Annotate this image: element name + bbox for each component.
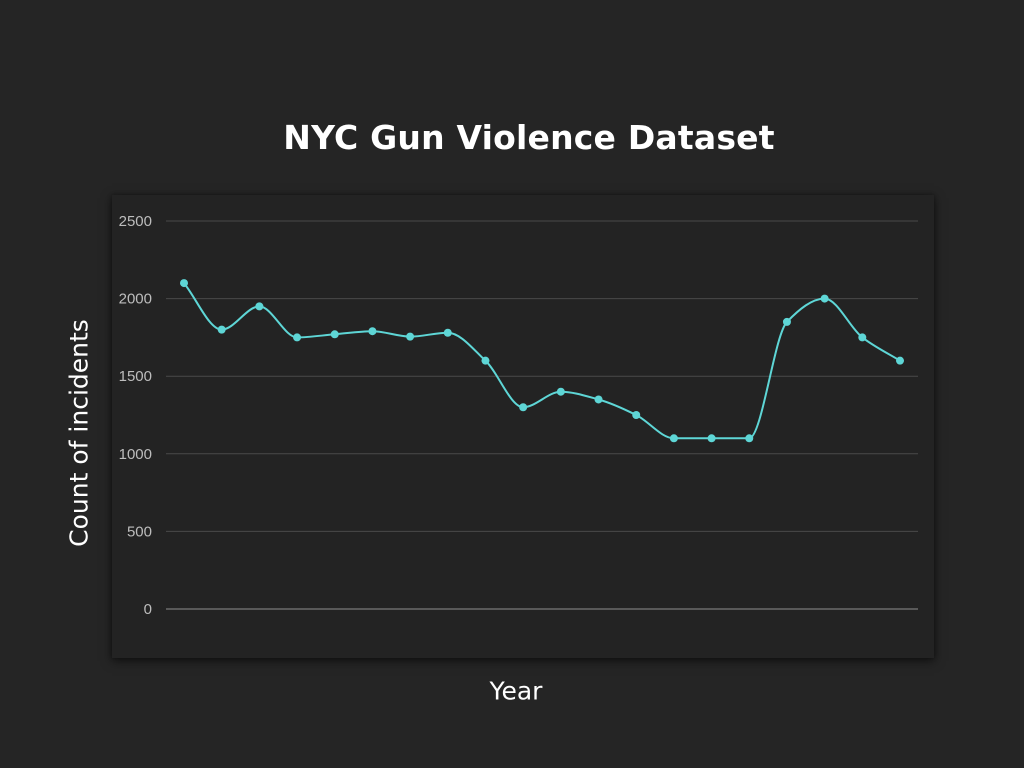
data-point[interactable] — [293, 333, 302, 342]
data-point[interactable] — [406, 332, 415, 341]
data-point[interactable] — [443, 328, 452, 337]
x-axis-label: Year — [489, 676, 543, 706]
y-tick-label: 2000 — [119, 291, 152, 308]
data-point[interactable] — [180, 279, 188, 288]
y-tick-label: 2500 — [119, 213, 152, 230]
data-point[interactable] — [820, 294, 829, 303]
data-point[interactable] — [481, 356, 490, 365]
y-tick-label: 1000 — [119, 446, 152, 463]
y-axis-ticks: 0 500 1000 1500 2000 2500 — [119, 213, 152, 618]
data-point[interactable] — [669, 434, 678, 443]
gridlines — [166, 220, 918, 610]
data-point[interactable] — [556, 387, 565, 396]
data-point[interactable] — [707, 434, 716, 443]
y-tick-label: 1500 — [119, 368, 152, 385]
y-tick-label: 500 — [127, 523, 152, 540]
chart-title: NYC Gun Violence Dataset — [283, 118, 775, 157]
data-point[interactable] — [519, 403, 528, 412]
data-points — [180, 279, 904, 443]
data-point[interactable] — [745, 434, 754, 443]
data-point[interactable] — [217, 325, 226, 334]
data-point[interactable] — [858, 333, 867, 342]
series-line — [183, 282, 901, 440]
data-point[interactable] — [896, 356, 904, 365]
y-tick-label: 0 — [144, 601, 152, 618]
data-point[interactable] — [594, 395, 603, 404]
data-point[interactable] — [782, 317, 791, 326]
data-point[interactable] — [330, 330, 339, 339]
plot-area — [112, 195, 934, 658]
data-point[interactable] — [368, 327, 377, 336]
series-line-layer — [183, 282, 901, 440]
y-axis-label: Count of incidents — [64, 319, 94, 547]
data-point[interactable] — [632, 411, 641, 419]
data-point[interactable] — [255, 302, 264, 311]
